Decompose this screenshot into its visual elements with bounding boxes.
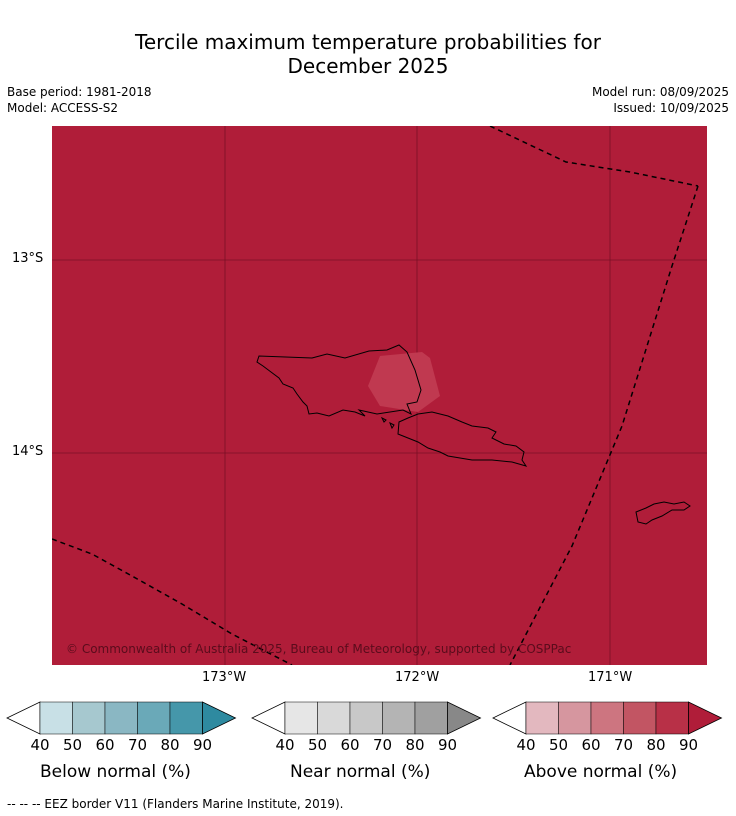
colorbar-segment xyxy=(558,701,592,735)
colorbar-tick-label: 60 xyxy=(340,736,359,754)
issued-date: Issued: 10/09/2025 xyxy=(613,101,729,115)
colorbar-tick-label: 70 xyxy=(614,736,633,754)
title-line-1: Tercile maximum temperature probabilitie… xyxy=(135,30,601,54)
eez-footnote: -- -- -- EEZ border V11 (Flanders Marine… xyxy=(7,797,344,811)
map-panel[interactable]: © Commonwealth of Australia 2025, Bureau… xyxy=(52,126,707,665)
colorbar-tick-label: 60 xyxy=(95,736,114,754)
colorbar-segment xyxy=(317,701,351,735)
colorbar-title-near: Near normal (%) xyxy=(290,762,431,782)
island-apolima xyxy=(389,421,395,430)
colorbar-tick-label: 80 xyxy=(405,736,424,754)
colorbar-segment xyxy=(623,701,657,735)
eez-border-east xyxy=(509,185,699,665)
island-tutuila xyxy=(635,501,691,525)
lat-label-14s: 14°S xyxy=(12,444,44,459)
colorbar-segment xyxy=(382,701,416,735)
model-run: Model run: 08/09/2025 xyxy=(591,85,729,99)
graticule xyxy=(52,126,707,665)
colorbar-tick-label: 50 xyxy=(549,736,568,754)
island-savaii xyxy=(256,344,422,417)
colorbar-segment xyxy=(104,701,138,735)
island-upolu xyxy=(397,411,528,467)
colorbar-extend-high xyxy=(447,701,482,735)
island-manono xyxy=(380,416,387,423)
colorbar-segment xyxy=(72,701,106,735)
colorbar-tick-label: 90 xyxy=(193,736,212,754)
lat-label-13s: 13°S xyxy=(12,251,44,266)
colorbar-tick-label: 80 xyxy=(160,736,179,754)
title-line-2: December 2025 xyxy=(287,54,449,78)
map-svg xyxy=(52,126,707,665)
colorbar-segment xyxy=(349,701,383,735)
colorbar-segment xyxy=(414,701,448,735)
colorbar-segment xyxy=(137,701,171,735)
colorbar-extend-high xyxy=(688,701,723,735)
colorbar-extend-high xyxy=(202,701,237,735)
colorbar-svg: 40 50 60 70 80 90 xyxy=(251,701,482,754)
colorbar-svg: 40 50 60 70 80 90 xyxy=(6,701,237,754)
copyright-text: © Commonwealth of Australia 2025, Bureau… xyxy=(66,642,572,656)
eez-border-north xyxy=(489,126,699,187)
colorbar-near-normal: 40 50 60 70 80 90 xyxy=(251,700,483,762)
colorbar-tick-label: 40 xyxy=(516,736,535,754)
colorbar-title-above: Above normal (%) xyxy=(524,762,678,782)
colorbar-segment xyxy=(39,701,73,735)
colorbar-segment xyxy=(169,701,203,735)
base-period: Base period: 1981-2018 xyxy=(7,85,152,99)
lon-label-173w: 173°W xyxy=(202,670,247,685)
lon-label-171w: 171°W xyxy=(588,670,633,685)
colorbar-tick-label: 40 xyxy=(275,736,294,754)
colorbar-extend-low xyxy=(6,701,41,735)
colorbar-tick-label: 50 xyxy=(63,736,82,754)
colorbar-segment xyxy=(525,701,559,735)
meta-left: Base period: 1981-2018 Model: ACCESS-S2 xyxy=(7,84,152,116)
colorbar-tick-label: 50 xyxy=(308,736,327,754)
colorbar-tick-label: 60 xyxy=(581,736,600,754)
colorbar-below-normal: 40 50 60 70 80 90 xyxy=(6,700,238,762)
colorbar-extend-low xyxy=(251,701,286,735)
meta-right: Model run: 08/09/2025 Issued: 10/09/2025 xyxy=(592,84,729,116)
eez-border-southwest xyxy=(52,538,293,665)
chart-title: Tercile maximum temperature probabilitie… xyxy=(0,30,736,78)
colorbar-extend-low xyxy=(492,701,527,735)
colorbar-tick-label: 40 xyxy=(30,736,49,754)
colorbar-segment xyxy=(284,701,318,735)
lon-label-172w: 172°W xyxy=(395,670,440,685)
colorbar-tick-label: 70 xyxy=(373,736,392,754)
colorbar-title-below: Below normal (%) xyxy=(40,762,191,782)
colorbar-tick-label: 90 xyxy=(679,736,698,754)
colorbar-tick-label: 70 xyxy=(128,736,147,754)
colorbar-above-normal: 40 50 60 70 80 90 xyxy=(492,700,724,762)
model-name: Model: ACCESS-S2 xyxy=(7,101,119,115)
colorbar-svg: 40 50 60 70 80 90 xyxy=(492,701,723,754)
colorbar-segment xyxy=(590,701,624,735)
colorbar-tick-label: 90 xyxy=(438,736,457,754)
eez-borders xyxy=(52,126,699,665)
colorbar-tick-label: 80 xyxy=(646,736,665,754)
colorbar-segment xyxy=(655,701,689,735)
probability-patch xyxy=(368,352,440,412)
